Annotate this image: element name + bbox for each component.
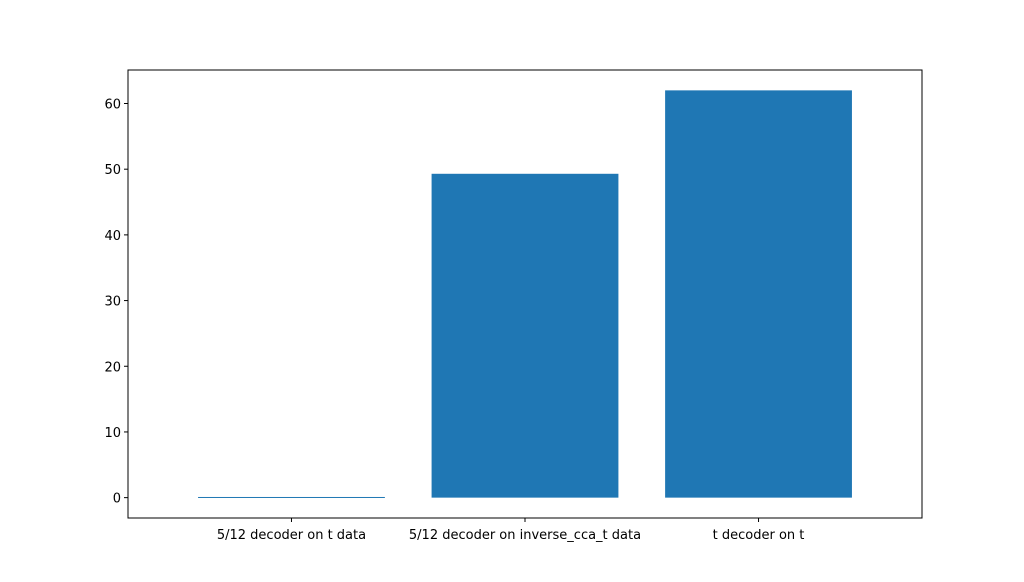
y-tick-label: 20 (104, 360, 121, 375)
y-tick-label: 60 (104, 98, 121, 113)
plot-frame (127, 69, 923, 519)
x-tick-label: 5/12 decoder on t data (217, 528, 366, 543)
y-tick-label: 50 (104, 163, 121, 178)
x-axis: 5/12 decoder on t data 5/12 decoder on in… (217, 518, 805, 543)
y-tick-label: 10 (104, 426, 121, 441)
bar (198, 496, 385, 498)
bar (665, 90, 852, 498)
bars-group (198, 90, 852, 498)
y-tick-label: 30 (104, 295, 121, 310)
y-tick-label: 40 (104, 229, 121, 244)
x-tick-label: t decoder on t (713, 528, 805, 543)
x-tick-label: 5/12 decoder on inverse_cca_t data (409, 528, 641, 543)
y-axis: 0 10 20 30 40 50 60 (104, 98, 128, 507)
y-tick-label: 0 (113, 492, 121, 507)
bar (431, 173, 619, 498)
